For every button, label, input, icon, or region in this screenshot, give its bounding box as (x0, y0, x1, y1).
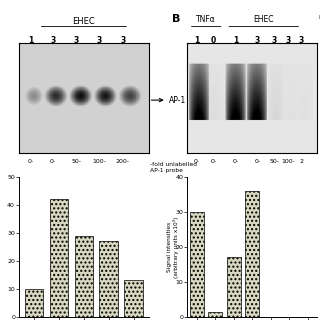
Text: 100-: 100- (281, 159, 295, 164)
Text: Hours of infection: Hours of infection (319, 15, 320, 20)
Text: B: B (172, 14, 180, 24)
Text: 0-: 0- (50, 159, 56, 164)
Text: 3: 3 (286, 36, 291, 44)
Text: 1: 1 (233, 36, 238, 44)
Bar (208, 312, 222, 317)
Text: 0-: 0- (210, 159, 216, 164)
Text: 200-: 200- (116, 159, 130, 164)
Text: 0-: 0- (254, 159, 260, 164)
Text: 3: 3 (50, 36, 55, 44)
Bar (50, 199, 68, 317)
Text: TNFα: TNFα (196, 15, 215, 24)
Text: EHEC: EHEC (253, 15, 274, 24)
Bar (245, 191, 259, 317)
Text: 1: 1 (194, 36, 199, 44)
Bar (190, 212, 204, 317)
Text: 3: 3 (120, 36, 125, 44)
Text: AP-1: AP-1 (169, 96, 187, 105)
Y-axis label: Signal intensities
(arbitrary units x10³): Signal intensities (arbitrary units x10³… (167, 216, 179, 278)
Bar (25, 289, 44, 317)
Text: EHEC: EHEC (73, 17, 95, 26)
Bar (124, 280, 143, 317)
Text: 100-: 100- (92, 159, 106, 164)
Text: 0-: 0- (232, 159, 238, 164)
Text: 50-: 50- (269, 159, 279, 164)
Text: 3: 3 (271, 36, 277, 44)
Bar (100, 241, 118, 317)
Text: 0-: 0- (193, 159, 200, 164)
Text: 50-: 50- (71, 159, 81, 164)
Bar (75, 236, 93, 317)
Text: 3: 3 (255, 36, 260, 44)
Text: 0: 0 (211, 36, 216, 44)
Text: 2: 2 (299, 159, 303, 164)
Bar (227, 257, 241, 317)
Text: -fold unlabelled
AP-1 probe: -fold unlabelled AP-1 probe (150, 162, 197, 173)
Text: 3: 3 (299, 36, 304, 44)
Text: 0-: 0- (28, 159, 34, 164)
Text: 3: 3 (74, 36, 79, 44)
Text: 3: 3 (97, 36, 102, 44)
Text: 1: 1 (28, 36, 34, 44)
